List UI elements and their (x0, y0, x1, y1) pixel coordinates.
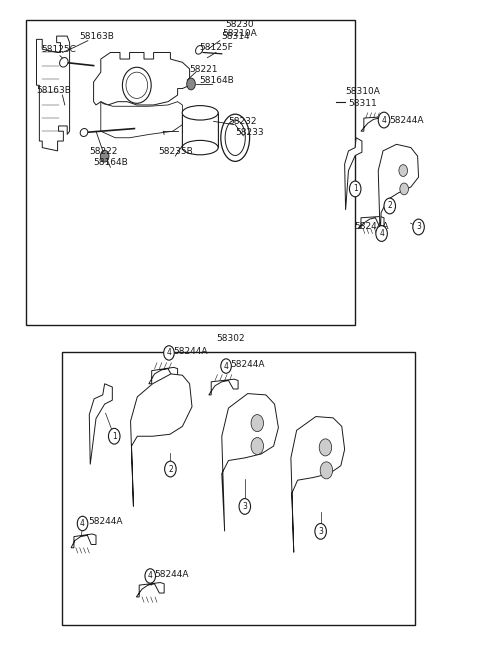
Circle shape (187, 78, 195, 90)
Circle shape (400, 183, 408, 195)
Polygon shape (378, 144, 419, 236)
Circle shape (349, 181, 361, 197)
Text: 58311: 58311 (348, 98, 377, 108)
Polygon shape (131, 374, 192, 506)
Text: 58164B: 58164B (199, 76, 234, 85)
Ellipse shape (182, 140, 218, 155)
Text: 3: 3 (318, 527, 323, 536)
Polygon shape (209, 379, 238, 395)
Circle shape (399, 165, 408, 176)
Circle shape (378, 112, 390, 128)
Polygon shape (291, 417, 345, 552)
Ellipse shape (221, 114, 250, 161)
Ellipse shape (195, 45, 203, 54)
Polygon shape (345, 138, 362, 210)
Text: 58244A: 58244A (389, 115, 423, 125)
Polygon shape (149, 367, 178, 384)
Text: 4: 4 (379, 229, 384, 238)
Text: 58163B: 58163B (79, 31, 114, 41)
Circle shape (384, 198, 396, 214)
Ellipse shape (60, 58, 68, 67)
Text: 58125C: 58125C (41, 45, 76, 54)
Text: 58210A: 58210A (223, 29, 257, 38)
Text: 58222: 58222 (89, 147, 117, 156)
Circle shape (315, 523, 326, 539)
Circle shape (251, 438, 264, 455)
Circle shape (108, 428, 120, 444)
Circle shape (376, 226, 387, 241)
Circle shape (251, 415, 264, 432)
Polygon shape (136, 583, 164, 597)
Text: 3: 3 (242, 502, 247, 511)
Text: 58232: 58232 (228, 117, 256, 126)
Text: 58244A: 58244A (174, 346, 208, 356)
Text: 58164B: 58164B (94, 158, 128, 167)
Circle shape (320, 462, 333, 479)
Polygon shape (36, 36, 70, 151)
Polygon shape (222, 394, 278, 531)
Bar (26, 20, 355, 325)
Text: 4: 4 (382, 115, 386, 125)
Text: 58230: 58230 (226, 20, 254, 29)
Text: 58244A: 58244A (354, 222, 389, 231)
Circle shape (239, 499, 251, 514)
Text: 1: 1 (353, 184, 358, 194)
Circle shape (413, 219, 424, 235)
Polygon shape (71, 534, 96, 548)
Circle shape (77, 516, 88, 531)
Text: 58314: 58314 (221, 31, 250, 41)
Bar (62, 352, 415, 625)
Text: 58302: 58302 (216, 334, 245, 343)
Text: 58244A: 58244A (88, 517, 122, 526)
Ellipse shape (126, 72, 148, 98)
Ellipse shape (122, 68, 151, 103)
Circle shape (319, 439, 332, 456)
Circle shape (164, 346, 174, 360)
Circle shape (145, 569, 156, 583)
Circle shape (165, 461, 176, 477)
Polygon shape (182, 112, 218, 150)
Ellipse shape (182, 106, 218, 120)
Polygon shape (101, 102, 182, 138)
Polygon shape (361, 117, 388, 131)
Polygon shape (358, 216, 384, 228)
Polygon shape (94, 52, 190, 105)
Text: 58233: 58233 (235, 128, 264, 137)
Text: 4: 4 (148, 571, 153, 581)
Text: 4: 4 (167, 348, 171, 358)
Text: 2: 2 (387, 201, 392, 211)
Text: 58244A: 58244A (230, 359, 265, 369)
Text: 58163B: 58163B (36, 86, 71, 95)
Circle shape (100, 150, 109, 162)
Text: 58244A: 58244A (155, 569, 189, 579)
Text: 4: 4 (80, 519, 85, 528)
Text: 4: 4 (224, 361, 228, 371)
Polygon shape (89, 384, 112, 464)
Text: 58310A: 58310A (346, 87, 381, 96)
Ellipse shape (225, 120, 245, 155)
Text: 58221: 58221 (190, 65, 218, 74)
Ellipse shape (80, 129, 88, 136)
Text: 1: 1 (112, 432, 117, 441)
Circle shape (221, 359, 231, 373)
Text: 58235B: 58235B (158, 147, 193, 156)
Text: 58125F: 58125F (199, 43, 233, 52)
Text: 2: 2 (168, 464, 173, 474)
Text: 3: 3 (416, 222, 421, 232)
